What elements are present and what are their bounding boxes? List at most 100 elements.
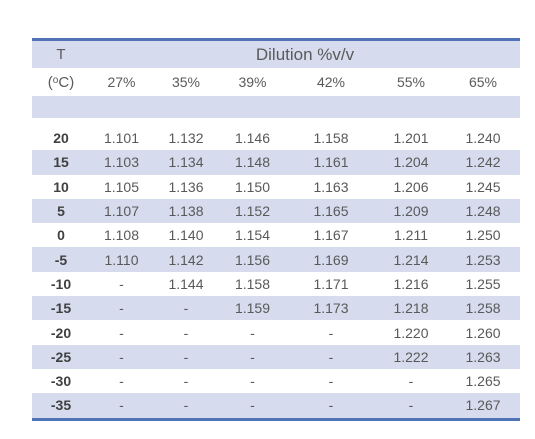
- temperature-unit-label: (oC): [47, 73, 75, 91]
- bottom-rule: [32, 417, 520, 421]
- value-cell: 1.110: [90, 247, 153, 272]
- value-cell: 1.158: [234, 275, 271, 292]
- spacer-row: [32, 118, 521, 126]
- value-cell: 1.161: [286, 150, 376, 175]
- value-cell: -: [219, 393, 286, 418]
- table-row: 15 1.103 1.134 1.148 1.161 1.204 1.242: [32, 150, 521, 175]
- table-row: -25- - - -1.222 1.263: [32, 344, 521, 369]
- value-cell: -: [328, 373, 334, 390]
- value-cell: 1.103: [90, 150, 153, 175]
- value-cell: -: [153, 393, 219, 418]
- temperature-cell: 5: [32, 198, 90, 224]
- value-cell: -: [376, 393, 446, 418]
- value-cell: 1.260: [465, 324, 501, 341]
- value-cell: 1.173: [286, 296, 376, 321]
- dilution-header-cell: 55%: [396, 74, 426, 90]
- table-row: 5 1.107 1.138 1.152 1.165 1.209 1.248: [32, 198, 521, 224]
- value-cell: 1.159: [219, 296, 286, 321]
- table-row: 0 1.108 1.140 1.154 1.167 1.211 1.250: [32, 223, 520, 247]
- top-rule: [32, 38, 520, 41]
- value-cell: 1.209: [376, 198, 446, 224]
- temperature-cell: -30: [50, 373, 72, 390]
- header-row-2: (oC) 27% 35% 39% 42% 55% 65%: [32, 68, 520, 96]
- temperature-cell: -25: [32, 344, 90, 369]
- data-table: T Dilution %v/v (oC) 27% 35% 39% 42% 55%…: [32, 41, 521, 418]
- value-cell: 1.206: [393, 178, 429, 195]
- value-cell: -: [153, 296, 219, 321]
- value-cell: 1.165: [286, 198, 376, 224]
- value-cell: -: [286, 344, 376, 369]
- value-cell: 1.245: [465, 178, 501, 195]
- value-cell: 1.132: [168, 130, 204, 147]
- value-cell: -: [153, 344, 219, 369]
- dilution-header-cell: 35%: [171, 74, 201, 90]
- temperature-cell: -20: [50, 324, 72, 341]
- value-cell: 1.253: [446, 247, 521, 272]
- value-cell: 1.267: [446, 393, 521, 418]
- value-cell: 1.148: [219, 150, 286, 175]
- value-cell: 1.248: [446, 198, 521, 224]
- value-cell: 1.220: [393, 324, 429, 341]
- value-cell: -: [328, 324, 334, 341]
- value-cell: 1.171: [313, 275, 349, 292]
- temperature-cell: 20: [53, 130, 69, 147]
- table-row: -30 - - - - - 1.265: [32, 369, 520, 393]
- value-cell: 1.218: [376, 296, 446, 321]
- density-table: T Dilution %v/v (oC) 27% 35% 39% 42% 55%…: [32, 38, 521, 421]
- value-cell: 1.211: [394, 227, 428, 244]
- value-cell: 1.214: [376, 247, 446, 272]
- value-cell: -: [119, 275, 124, 292]
- value-cell: 1.169: [286, 247, 376, 272]
- value-cell: 1.158: [313, 130, 349, 147]
- value-cell: 1.255: [465, 275, 501, 292]
- value-cell: -: [286, 393, 376, 418]
- dilution-header-cell: 42%: [316, 74, 346, 90]
- value-cell: 1.142: [153, 247, 219, 272]
- dilution-header-cell: 39%: [238, 74, 267, 90]
- temperature-cell: -10: [50, 275, 72, 292]
- table-row: 20 1.101 1.132 1.146 1.158 1.201 1.240: [32, 126, 520, 150]
- value-cell: 1.105: [103, 178, 140, 195]
- value-cell: -: [119, 373, 124, 390]
- header-spacer-row: [32, 96, 521, 118]
- table-row: -20 - - - - 1.220 1.260: [32, 320, 520, 344]
- temperature-cell: -35: [32, 393, 90, 418]
- value-cell: -: [219, 344, 286, 369]
- temperature-cell: 0: [57, 227, 65, 244]
- table-row: -35- - - - -1.267: [32, 393, 521, 418]
- value-cell: 1.140: [168, 227, 204, 244]
- value-cell: 1.204: [376, 150, 446, 175]
- value-cell: 1.108: [103, 227, 140, 244]
- value-cell: 1.265: [465, 373, 501, 390]
- value-cell: 1.258: [446, 296, 521, 321]
- value-cell: 1.242: [446, 150, 521, 175]
- temperature-cell: -15: [32, 296, 90, 321]
- value-cell: 1.101: [103, 130, 140, 147]
- value-cell: 1.134: [153, 150, 219, 175]
- value-cell: 1.163: [313, 178, 349, 195]
- value-cell: 1.222: [376, 344, 446, 369]
- value-cell: -: [408, 373, 414, 390]
- dilution-title: Dilution %v/v: [90, 41, 521, 68]
- value-cell: -: [90, 393, 153, 418]
- value-cell: 1.152: [219, 198, 286, 224]
- table-row: -10 - 1.144 1.158 1.171 1.216 1.255: [32, 272, 520, 296]
- table-row: 10 1.105 1.136 1.150 1.163 1.206 1.245: [32, 175, 520, 199]
- temperature-cell: -5: [32, 247, 90, 272]
- value-cell: 1.167: [313, 227, 349, 244]
- value-cell: -: [119, 324, 124, 341]
- value-cell: 1.150: [234, 178, 271, 195]
- value-cell: 1.136: [168, 178, 204, 195]
- value-cell: 1.154: [234, 227, 271, 244]
- value-cell: 1.156: [219, 247, 286, 272]
- temperature-cell: 15: [32, 150, 90, 175]
- value-cell: -: [90, 296, 153, 321]
- table-row: -5 1.110 1.142 1.156 1.169 1.214 1.253: [32, 247, 521, 272]
- value-cell: 1.201: [393, 130, 429, 147]
- value-cell: 1.138: [153, 198, 219, 224]
- value-cell: 1.240: [465, 130, 501, 147]
- value-cell: 1.263: [446, 344, 521, 369]
- value-cell: -: [90, 344, 153, 369]
- table-row: -15- -1.159 1.173 1.218 1.258: [32, 296, 521, 321]
- value-cell: 1.216: [393, 275, 429, 292]
